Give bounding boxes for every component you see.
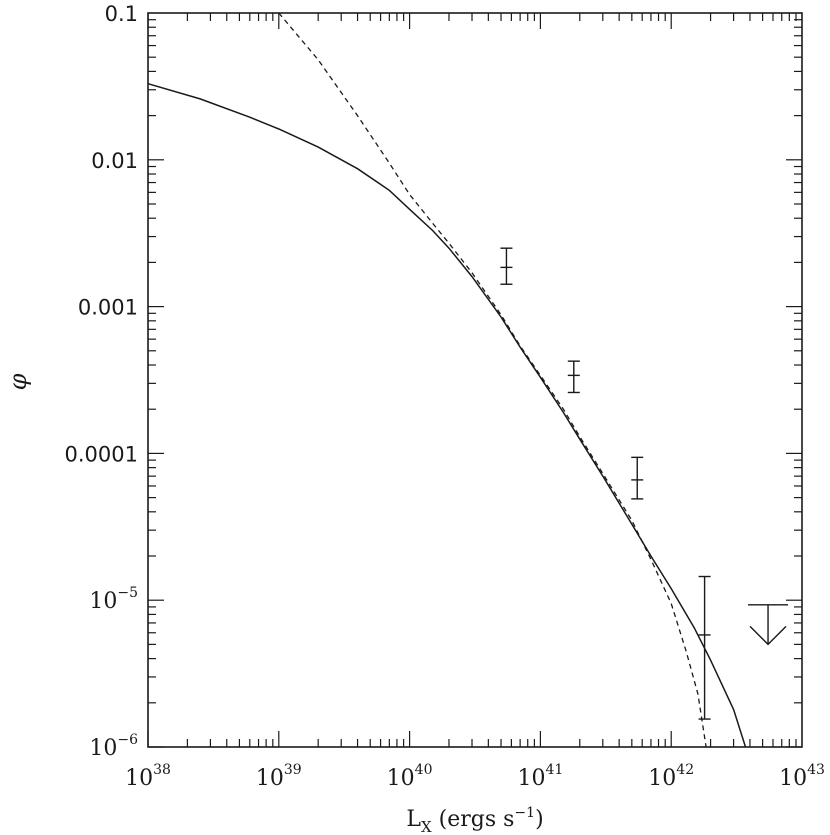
- x-tick-label: 1038: [125, 762, 171, 791]
- upper-limit: [748, 604, 789, 646]
- x-tick-label-base: 10: [387, 766, 415, 791]
- data-point: [500, 247, 513, 285]
- x-tick-label-base: 10: [256, 766, 284, 791]
- y-tick-label-base: 10: [89, 589, 117, 614]
- x-axis-tick-labels: 1038 1039 1040 1041 1042 1043: [125, 762, 825, 791]
- y-tick-label: 0.01: [91, 149, 138, 173]
- y-tick-label: 0.001: [78, 296, 138, 320]
- series-layer: [147, 12, 747, 748]
- data-point: [698, 575, 711, 720]
- x-tick-label: 1042: [648, 762, 694, 791]
- x-axis-title: LX (ergs s−1): [406, 805, 543, 835]
- x-tick-label-exp: 42: [676, 762, 694, 778]
- x-tick-label: 1039: [256, 762, 302, 791]
- axis-ticks: [147, 13, 802, 748]
- x-tick-label-exp: 41: [545, 762, 563, 778]
- data-points-layer: [500, 247, 789, 720]
- x-tick-label-exp: 43: [807, 762, 825, 778]
- upper-limit-arrowhead: [749, 625, 787, 646]
- x-axis-title-exp: −1: [514, 805, 535, 821]
- x-tick-label: 1040: [387, 762, 433, 791]
- x-tick-label-base: 10: [125, 766, 153, 791]
- x-axis-title-close: ): [535, 807, 544, 832]
- y-tick-label: 10−6: [89, 732, 138, 761]
- y-axis-title: φ: [4, 373, 32, 390]
- x-tick-label-base: 10: [648, 766, 676, 791]
- x-tick-label: 1041: [517, 762, 563, 791]
- y-tick-label-exp: −6: [117, 732, 138, 748]
- x-tick-label: 1043: [779, 762, 825, 791]
- x-axis-title-rest: (ergs s: [432, 807, 515, 832]
- y-tick-label: 10−5: [89, 585, 138, 614]
- x-axis-title-main: L: [406, 807, 421, 832]
- data-point: [631, 456, 644, 500]
- x-tick-label-base: 10: [517, 766, 545, 791]
- x-tick-label-exp: 39: [284, 762, 302, 778]
- y-tick-label-exp: −5: [117, 585, 138, 601]
- x-tick-label-exp: 40: [415, 762, 433, 778]
- y-tick-label: 0.1: [105, 2, 138, 26]
- y-tick-label: 0.0001: [65, 442, 138, 466]
- y-tick-label-base: 10: [89, 736, 117, 761]
- solid-model-curve: [147, 82, 747, 748]
- x-tick-label-exp: 38: [153, 762, 171, 778]
- x-tick-label-base: 10: [779, 766, 807, 791]
- x-axis-title-sub: X: [421, 818, 432, 835]
- dashed-model-curve: [278, 12, 707, 748]
- data-point: [567, 360, 580, 394]
- plot-frame: [147, 12, 803, 748]
